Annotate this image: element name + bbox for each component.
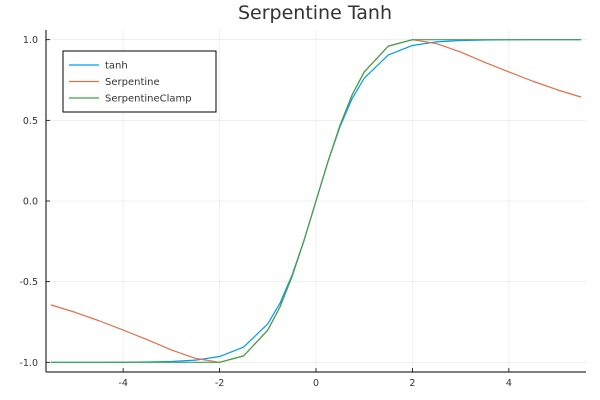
x-tick-label: 4 xyxy=(506,378,512,389)
y-tick-label: 0.0 xyxy=(23,197,38,208)
x-tick-label: -2 xyxy=(215,378,224,389)
legend-label: tanh xyxy=(105,61,128,72)
x-tick-label: -4 xyxy=(118,378,127,389)
x-tick-label: 0 xyxy=(313,378,319,389)
legend: tanh Serpentine SerpentineClamp xyxy=(62,50,217,113)
series-line-serpentineclamp xyxy=(50,39,582,363)
legend-label: Serpentine xyxy=(105,77,160,88)
y-tick-label: 1.0 xyxy=(23,35,38,46)
series-lines xyxy=(50,39,582,363)
chart-title: Serpentine Tanh xyxy=(238,2,392,24)
y-tick-labels: -1.0 -0.5 0.0 0.5 1.0 xyxy=(19,35,38,369)
y-tick-label: -0.5 xyxy=(19,277,38,288)
x-tick-labels: -4 -2 0 2 4 xyxy=(118,378,511,389)
y-tick-label: 0.5 xyxy=(23,116,38,127)
axes xyxy=(45,30,586,373)
legend-label: SerpentineClamp xyxy=(105,94,192,105)
x-tick-label: 2 xyxy=(409,378,415,389)
y-tick-label: -1.0 xyxy=(19,358,38,369)
